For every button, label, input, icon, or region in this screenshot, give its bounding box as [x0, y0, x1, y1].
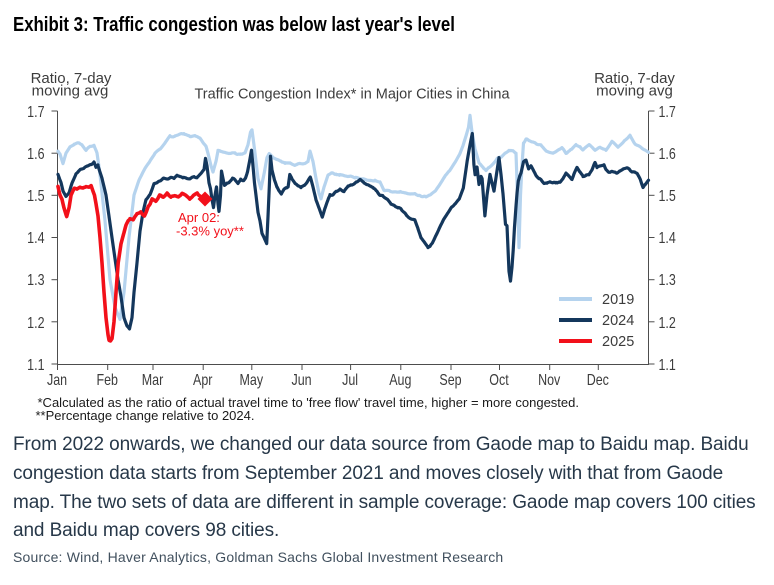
svg-text:2019: 2019	[602, 292, 634, 308]
svg-text:1.6: 1.6	[27, 146, 44, 164]
svg-text:1.4: 1.4	[659, 230, 676, 248]
svg-text:1.1: 1.1	[659, 357, 676, 375]
svg-text:-3.3% yoy**: -3.3% yoy**	[176, 224, 244, 239]
svg-text:1.3: 1.3	[27, 272, 44, 290]
svg-text:1.2: 1.2	[27, 315, 44, 333]
svg-text:1.7: 1.7	[659, 104, 676, 122]
svg-text:1.6: 1.6	[659, 146, 676, 164]
svg-text:1.4: 1.4	[27, 230, 44, 248]
svg-text:Apr 02:: Apr 02:	[178, 210, 220, 225]
svg-text:2025: 2025	[602, 334, 634, 350]
svg-text:moving avg: moving avg	[596, 83, 673, 100]
svg-text:Ratio, 7-day: Ratio, 7-day	[31, 70, 112, 87]
svg-text:Sep: Sep	[439, 372, 461, 390]
svg-text:Ratio, 7-day: Ratio, 7-day	[594, 70, 675, 87]
svg-text:May: May	[240, 372, 264, 390]
svg-text:Jul: Jul	[342, 372, 358, 390]
svg-text:Jun: Jun	[291, 372, 311, 390]
svg-text:Apr: Apr	[193, 372, 213, 390]
svg-text:Nov: Nov	[538, 372, 561, 390]
svg-text:Traffic Congestion Index* in M: Traffic Congestion Index* in Major Citie…	[194, 87, 510, 103]
svg-text:Oct: Oct	[489, 372, 508, 390]
svg-text:1.5: 1.5	[27, 188, 44, 206]
svg-text:1.7: 1.7	[27, 104, 44, 122]
svg-text:moving avg: moving avg	[32, 83, 109, 100]
svg-text:Feb: Feb	[96, 372, 118, 390]
svg-text:Mar: Mar	[142, 372, 164, 390]
svg-text:Jan: Jan	[47, 372, 67, 390]
svg-text:1.1: 1.1	[27, 357, 44, 375]
svg-text:2024: 2024	[602, 313, 634, 329]
svg-text:1.3: 1.3	[659, 272, 676, 290]
svg-text:Aug: Aug	[389, 372, 411, 390]
svg-text:1.2: 1.2	[659, 315, 676, 333]
svg-text:Dec: Dec	[587, 372, 609, 390]
svg-text:1.5: 1.5	[659, 188, 676, 206]
